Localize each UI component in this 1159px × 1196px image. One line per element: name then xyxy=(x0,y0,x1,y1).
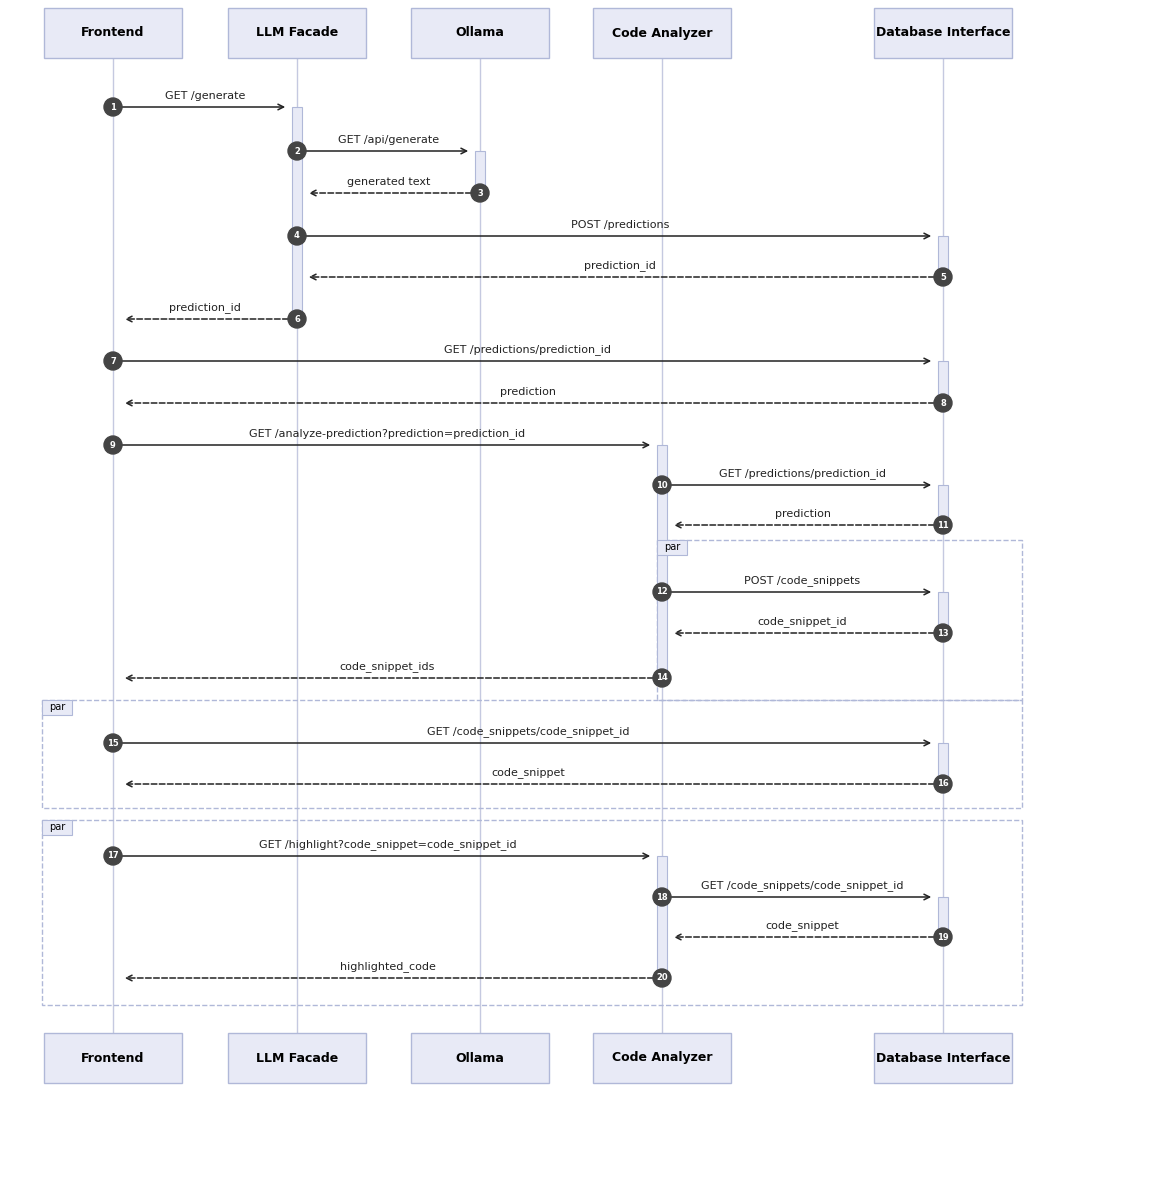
Bar xyxy=(938,897,948,936)
Text: prediction_id: prediction_id xyxy=(169,303,241,313)
Text: highlighted_code: highlighted_code xyxy=(340,962,436,972)
Bar xyxy=(292,106,302,319)
Circle shape xyxy=(104,98,122,116)
Text: 15: 15 xyxy=(107,738,119,748)
Text: par: par xyxy=(49,702,65,713)
Circle shape xyxy=(653,887,671,907)
Circle shape xyxy=(934,775,952,793)
Circle shape xyxy=(653,582,671,602)
Text: POST /code_snippets: POST /code_snippets xyxy=(744,575,861,586)
Text: Database Interface: Database Interface xyxy=(876,26,1011,39)
Text: GET /generate: GET /generate xyxy=(165,91,246,100)
Text: 2: 2 xyxy=(294,146,300,155)
Text: GET /analyze-prediction?prediction=prediction_id: GET /analyze-prediction?prediction=predi… xyxy=(249,428,525,439)
Text: 10: 10 xyxy=(656,481,668,489)
Text: Code Analyzer: Code Analyzer xyxy=(612,1051,713,1064)
Text: prediction_id: prediction_id xyxy=(584,260,656,271)
Text: prediction: prediction xyxy=(774,509,831,519)
Text: GET /code_snippets/code_snippet_id: GET /code_snippets/code_snippet_id xyxy=(701,880,904,891)
Text: 1: 1 xyxy=(110,103,116,111)
Bar xyxy=(411,1033,549,1084)
Text: Frontend: Frontend xyxy=(81,1051,145,1064)
Text: 14: 14 xyxy=(656,673,668,683)
Circle shape xyxy=(653,669,671,687)
Bar xyxy=(44,8,182,57)
Circle shape xyxy=(287,310,306,328)
Text: 9: 9 xyxy=(110,440,116,450)
Bar xyxy=(657,445,666,678)
Bar xyxy=(938,486,948,525)
Circle shape xyxy=(104,734,122,752)
Circle shape xyxy=(653,969,671,987)
Bar xyxy=(475,151,484,193)
Text: par: par xyxy=(664,543,680,553)
Text: 16: 16 xyxy=(938,780,949,788)
Circle shape xyxy=(471,184,489,202)
Text: prediction: prediction xyxy=(500,388,556,397)
Bar xyxy=(938,236,948,277)
Bar xyxy=(42,700,72,715)
Text: 13: 13 xyxy=(938,629,949,637)
Text: code_snippet_id: code_snippet_id xyxy=(758,616,847,627)
Text: generated text: generated text xyxy=(347,177,430,187)
Bar xyxy=(593,1033,731,1084)
Text: GET /predictions/prediction_id: GET /predictions/prediction_id xyxy=(719,468,885,480)
Text: LLM Facade: LLM Facade xyxy=(256,26,338,39)
Bar xyxy=(938,592,948,633)
Text: code_snippet: code_snippet xyxy=(766,920,839,930)
Text: 20: 20 xyxy=(656,974,668,982)
Circle shape xyxy=(104,847,122,865)
Text: Ollama: Ollama xyxy=(455,1051,504,1064)
Text: code_snippet: code_snippet xyxy=(491,767,564,779)
Text: Ollama: Ollama xyxy=(455,26,504,39)
Text: GET /api/generate: GET /api/generate xyxy=(338,135,439,145)
Text: 4: 4 xyxy=(294,232,300,240)
Bar xyxy=(874,8,1012,57)
Text: LLM Facade: LLM Facade xyxy=(256,1051,338,1064)
Bar xyxy=(938,361,948,403)
Bar xyxy=(42,820,1022,1005)
Text: code_snippet_ids: code_snippet_ids xyxy=(340,661,435,672)
Text: 19: 19 xyxy=(938,933,949,941)
Text: Database Interface: Database Interface xyxy=(876,1051,1011,1064)
Bar xyxy=(657,541,1022,700)
Bar xyxy=(44,1033,182,1084)
Text: 7: 7 xyxy=(110,356,116,366)
Text: 17: 17 xyxy=(107,852,119,860)
Circle shape xyxy=(287,227,306,245)
Circle shape xyxy=(287,142,306,160)
Text: 18: 18 xyxy=(656,892,668,902)
Text: 8: 8 xyxy=(940,398,946,408)
Circle shape xyxy=(104,352,122,370)
Circle shape xyxy=(934,624,952,642)
Text: 6: 6 xyxy=(294,315,300,323)
Bar xyxy=(593,8,731,57)
Bar xyxy=(42,820,72,835)
Text: 12: 12 xyxy=(656,587,668,597)
Text: GET /predictions/prediction_id: GET /predictions/prediction_id xyxy=(445,344,612,355)
Text: 3: 3 xyxy=(478,189,483,197)
Text: POST /predictions: POST /predictions xyxy=(571,220,669,230)
Text: GET /highlight?code_snippet=code_snippet_id: GET /highlight?code_snippet=code_snippet… xyxy=(258,840,516,850)
Circle shape xyxy=(934,928,952,946)
Circle shape xyxy=(934,515,952,533)
Circle shape xyxy=(934,268,952,286)
Text: GET /code_snippets/code_snippet_id: GET /code_snippets/code_snippet_id xyxy=(427,726,629,737)
Circle shape xyxy=(104,437,122,454)
Bar xyxy=(657,541,687,555)
Bar xyxy=(938,743,948,785)
Bar xyxy=(228,1033,366,1084)
Bar xyxy=(411,8,549,57)
Text: 11: 11 xyxy=(938,520,949,530)
Bar xyxy=(42,700,1022,808)
Bar xyxy=(657,856,666,978)
Bar xyxy=(874,1033,1012,1084)
Text: Frontend: Frontend xyxy=(81,26,145,39)
Circle shape xyxy=(934,393,952,411)
Circle shape xyxy=(653,476,671,494)
Text: par: par xyxy=(49,823,65,832)
Bar xyxy=(228,8,366,57)
Text: 5: 5 xyxy=(940,273,946,281)
Text: Code Analyzer: Code Analyzer xyxy=(612,26,713,39)
